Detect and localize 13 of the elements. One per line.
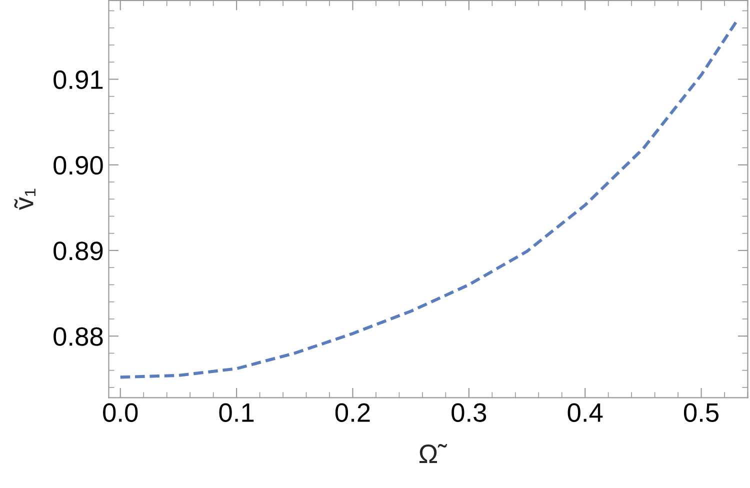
x-tick-label: 0.3 bbox=[452, 403, 486, 422]
y-tick-label: 0.89 bbox=[54, 242, 103, 260]
x-tick-label: 0.4 bbox=[568, 403, 603, 422]
y-tick-label: 0.90 bbox=[54, 156, 103, 175]
x-tick-label: 0.0 bbox=[103, 403, 138, 422]
y-tick-label: 0.91 bbox=[54, 70, 103, 90]
x-tick-label: 0.5 bbox=[684, 403, 719, 422]
line-series bbox=[118, 20, 738, 379]
x-tick-label: 0.1 bbox=[219, 403, 254, 422]
y-axis-title: ṽ₁ bbox=[14, 188, 36, 210]
y-tick-label: 0.88 bbox=[54, 327, 103, 346]
x-tick-label: 0.2 bbox=[335, 403, 370, 422]
x-axis-title: Ω̃ bbox=[420, 444, 448, 463]
